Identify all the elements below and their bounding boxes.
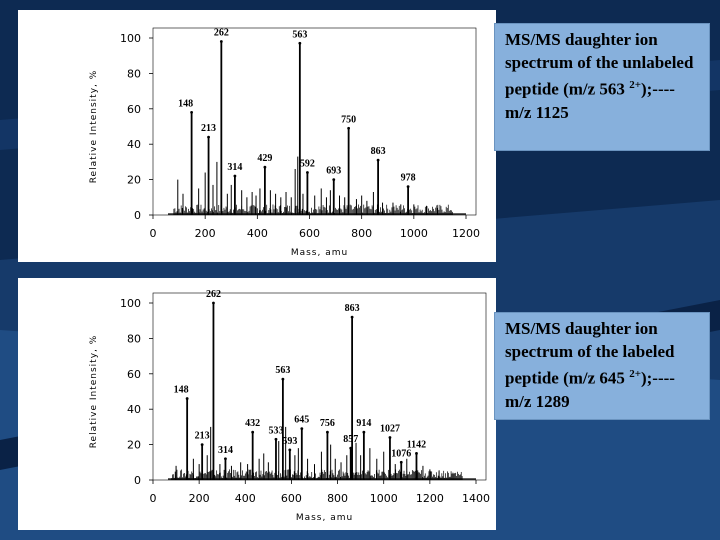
peak-dot	[350, 315, 354, 319]
peak-label: 1027	[380, 424, 400, 435]
x-tick-label: 1200	[416, 492, 444, 505]
peak-dot	[281, 377, 285, 381]
peak-label: 262	[214, 28, 229, 39]
peak-dot	[207, 135, 210, 139]
caption-labeled: MS/MS daughter ion spectrum of the label…	[494, 312, 710, 420]
peak-dot	[306, 171, 309, 174]
y-tick-label: 100	[120, 297, 141, 310]
y-axis-title: Relative Intensity, %	[89, 70, 99, 184]
y-tick-label: 20	[127, 174, 141, 187]
peak-label: 914	[356, 418, 371, 429]
peak-label: 593	[282, 436, 297, 447]
spectrum-panel-unlabeled: 0 20 40 60 80 100 0 200 400 600 800 1000 1200 Mass, a…	[18, 10, 496, 262]
peak-label: 213	[195, 431, 210, 442]
peak-dot	[326, 430, 329, 434]
x-tick-label: 600	[299, 227, 320, 240]
peak-dot	[233, 174, 237, 178]
peak-dot	[415, 452, 418, 455]
x-tick-label: 1000	[370, 492, 398, 505]
peak-dot	[274, 437, 278, 441]
x-tick-label: 400	[247, 227, 268, 240]
peak-dot	[347, 126, 351, 130]
y-tick-label: 0	[134, 474, 141, 487]
peak-dot	[224, 457, 227, 461]
x-tick-label: 200	[189, 492, 210, 505]
y-tick-label: 0	[134, 209, 141, 222]
peak-dot	[219, 40, 223, 43]
spectrum-panel-labeled: 0 20 40 60 80 100 0 200 400 600 800 1000 1200 1400 Mas…	[18, 278, 496, 530]
x-tick-label: 0	[150, 227, 157, 240]
peak-label: 533	[268, 425, 283, 436]
peak-dot	[362, 430, 366, 434]
peak-label: 693	[326, 166, 341, 177]
x-axis-title: Mass, amu	[291, 248, 348, 258]
peak-label: 563	[275, 365, 290, 376]
peak-label: 314	[227, 162, 242, 173]
x-tick-label: 1400	[462, 492, 490, 505]
peak-label: 148	[178, 98, 193, 109]
peak-label: 148	[174, 385, 189, 396]
peak-label: 756	[320, 418, 335, 429]
x-tick-label: 800	[327, 492, 348, 505]
x-axis-title: Mass, amu	[296, 513, 353, 523]
x-tick-label: 1200	[452, 227, 480, 240]
x-tick-label: 800	[351, 227, 372, 240]
peak-label: 863	[371, 146, 386, 157]
peak-dot	[200, 443, 204, 446]
peak-label: 429	[257, 153, 272, 164]
peak-dot	[399, 460, 403, 464]
peak-dot	[376, 158, 380, 162]
y-tick-label: 60	[127, 103, 141, 116]
peak-dot	[288, 448, 292, 452]
peak-label: 857	[343, 434, 358, 445]
x-tick-label: 1000	[400, 227, 428, 240]
peak-label: 432	[245, 418, 260, 429]
peak-label: 314	[218, 445, 233, 456]
peak-label: 863	[345, 303, 360, 314]
peak-label: 645	[294, 415, 309, 426]
peak-dot	[185, 397, 189, 400]
peak-dot	[388, 436, 392, 439]
plot-frame	[152, 27, 477, 216]
x-tick-label: 200	[195, 227, 216, 240]
peak-label: 213	[201, 123, 216, 134]
peak-dot	[298, 41, 302, 45]
peak-dot	[251, 430, 255, 434]
y-tick-label: 80	[127, 67, 141, 80]
peak-label: 262	[206, 289, 221, 300]
y-tick-label: 100	[120, 32, 141, 45]
y-tick-label: 40	[127, 138, 141, 151]
y-tick-label: 80	[127, 332, 141, 345]
peak-dot	[190, 110, 194, 114]
peak-label: 750	[341, 114, 356, 125]
peak-dot	[332, 178, 336, 182]
caption-unlabeled: MS/MS daughter ion spectrum of the unlab…	[494, 23, 710, 151]
peak-label: 978	[401, 173, 416, 184]
y-tick-label: 20	[127, 439, 141, 452]
y-tick-label: 40	[127, 403, 141, 416]
peak-dot	[300, 427, 304, 431]
peak-dot	[263, 165, 267, 169]
peak-label: 563	[292, 29, 307, 40]
x-tick-label: 400	[235, 492, 256, 505]
peak-label: 1076	[391, 448, 411, 459]
peak-label: 592	[300, 159, 315, 170]
peak-dot	[406, 185, 410, 189]
x-tick-label: 600	[281, 492, 302, 505]
y-tick-label: 60	[127, 368, 141, 381]
x-tick-label: 0	[150, 492, 157, 505]
peak-dot	[212, 301, 215, 305]
plot-frame	[152, 292, 487, 481]
y-axis-title: Relative Intensity, %	[89, 335, 99, 449]
peak-label: 1142	[407, 439, 426, 450]
